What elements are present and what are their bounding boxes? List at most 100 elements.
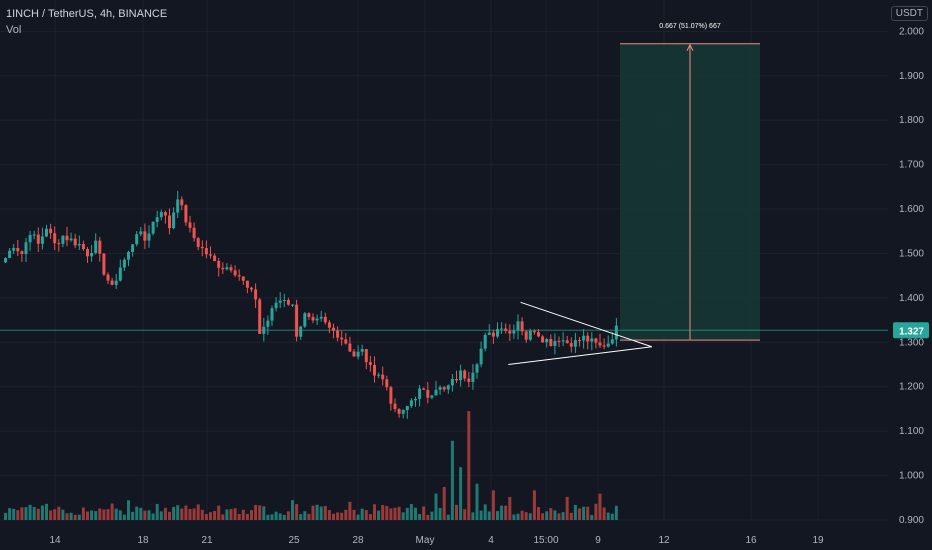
candle[interactable] [409, 400, 413, 406]
candle[interactable] [233, 270, 237, 276]
candle[interactable] [319, 316, 323, 319]
candle[interactable] [348, 343, 352, 352]
candle[interactable] [8, 250, 12, 258]
candle[interactable] [401, 410, 405, 414]
candle[interactable] [69, 238, 73, 241]
candle[interactable] [414, 398, 417, 401]
candle[interactable] [65, 235, 69, 241]
candle[interactable] [434, 389, 438, 396]
candle[interactable] [188, 222, 192, 228]
candle[interactable] [438, 387, 442, 390]
candle[interactable] [270, 308, 274, 321]
candle[interactable] [602, 345, 606, 347]
candle[interactable] [573, 340, 577, 347]
candle[interactable] [217, 260, 221, 268]
candle[interactable] [172, 212, 176, 229]
candle[interactable] [209, 254, 212, 256]
candle[interactable] [483, 334, 487, 349]
candle[interactable] [204, 248, 208, 255]
volume-indicator-label[interactable]: Vol [6, 24, 22, 36]
candle[interactable] [463, 370, 467, 379]
candle[interactable] [389, 387, 393, 404]
candle[interactable] [565, 340, 569, 344]
candle[interactable] [360, 349, 364, 352]
candle[interactable] [610, 339, 614, 344]
candle[interactable] [278, 300, 282, 303]
candle[interactable] [286, 299, 290, 305]
candle[interactable] [254, 289, 258, 300]
candle[interactable] [151, 221, 155, 234]
candle[interactable] [12, 247, 16, 251]
candle[interactable] [90, 253, 94, 257]
candle[interactable] [180, 199, 184, 206]
candle[interactable] [106, 274, 110, 281]
candle[interactable] [352, 351, 356, 357]
candle[interactable] [225, 267, 229, 270]
candle[interactable] [586, 335, 590, 342]
candle[interactable] [377, 374, 381, 376]
candle[interactable] [77, 244, 81, 246]
candle[interactable] [561, 340, 565, 342]
candle[interactable] [459, 370, 463, 381]
candle[interactable] [311, 316, 315, 321]
candle[interactable] [274, 302, 278, 309]
candle[interactable] [196, 238, 200, 247]
candle[interactable] [250, 287, 253, 290]
candle[interactable] [442, 387, 446, 390]
candle[interactable] [40, 236, 44, 244]
candle[interactable] [295, 304, 299, 337]
candle[interactable] [303, 313, 307, 327]
candle[interactable] [393, 403, 397, 410]
candle[interactable] [504, 328, 508, 331]
candle[interactable] [81, 244, 85, 250]
candle[interactable] [373, 364, 376, 376]
candle[interactable] [381, 374, 385, 380]
candle[interactable] [49, 228, 53, 234]
candle[interactable] [32, 234, 36, 236]
candle[interactable] [569, 343, 573, 347]
candle[interactable] [537, 332, 540, 337]
price-axis[interactable] [888, 0, 932, 550]
candle[interactable] [102, 253, 106, 275]
candle[interactable] [385, 379, 389, 388]
candle[interactable] [356, 351, 360, 357]
candle[interactable] [163, 212, 167, 216]
candle[interactable] [168, 215, 171, 229]
candle[interactable] [512, 330, 516, 334]
candle[interactable] [594, 338, 598, 343]
current-price-tag[interactable] [893, 322, 929, 339]
candle[interactable] [422, 388, 426, 390]
candle[interactable] [143, 231, 147, 241]
candle[interactable] [53, 233, 57, 244]
candle[interactable] [114, 280, 118, 285]
symbol-title[interactable]: 1INCH / TetherUS, 4h, BINANCE [6, 8, 168, 20]
candle[interactable] [327, 322, 331, 328]
candle[interactable] [426, 389, 430, 398]
candle[interactable] [110, 280, 114, 285]
candle[interactable] [73, 238, 77, 246]
candle[interactable] [487, 332, 491, 335]
candle[interactable] [213, 255, 217, 261]
time-axis[interactable] [0, 526, 888, 550]
candle[interactable] [496, 329, 499, 337]
candle[interactable] [430, 395, 434, 398]
candle[interactable] [614, 325, 618, 340]
candle[interactable] [590, 338, 594, 342]
candle[interactable] [606, 343, 610, 347]
candle[interactable] [229, 267, 233, 271]
candle[interactable] [122, 259, 126, 268]
candle[interactable] [61, 235, 65, 244]
candle[interactable] [516, 321, 520, 331]
candle[interactable] [135, 234, 139, 245]
candle[interactable] [479, 348, 483, 365]
candle[interactable] [45, 228, 48, 237]
candle[interactable] [262, 326, 266, 334]
candle[interactable] [446, 385, 450, 390]
candle[interactable] [315, 318, 319, 321]
candle[interactable] [364, 349, 368, 363]
candle[interactable] [418, 388, 422, 399]
candle[interactable] [98, 240, 102, 254]
candle[interactable] [200, 246, 204, 249]
candle[interactable] [532, 330, 536, 333]
